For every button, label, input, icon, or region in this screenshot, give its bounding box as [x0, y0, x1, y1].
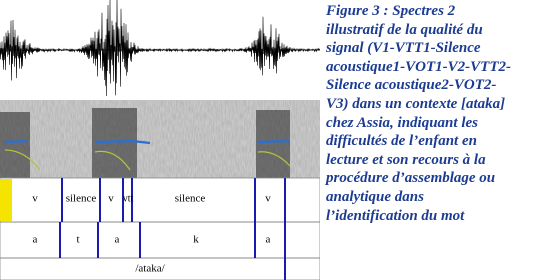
tier-label: a [266, 234, 271, 246]
page: v silence v vtt silence v a t a k a /ata… [0, 0, 546, 280]
tier-label: vtt [123, 193, 134, 204]
tier-label: v [108, 193, 114, 205]
tier-label: v [265, 193, 271, 205]
caption-line: l’identification du mot [326, 207, 546, 226]
selection [0, 179, 12, 221]
caption-line: analytique dans [326, 188, 546, 207]
caption-line: procédure d’assemblage ou [326, 169, 546, 188]
tier-label: silence [175, 193, 206, 205]
tier-label: a [115, 234, 120, 246]
caption-line: signal (V1-VTT1-Silence [326, 39, 546, 58]
caption-line: difficultés de l’enfant en [326, 132, 546, 151]
caption-line: Silence acoustique2-VOT2- [326, 76, 546, 95]
tier-label: t [76, 234, 79, 246]
spectrogram-band [0, 112, 30, 178]
tier-label: /ataka/ [135, 263, 165, 275]
praat-figure: v silence v vtt silence v a t a k a /ata… [0, 0, 320, 280]
tier-label: v [32, 193, 38, 205]
tier-label: k [193, 234, 199, 246]
caption-line: chez Assia, indiquant les [326, 114, 546, 133]
caption-line: acoustique1-VOT1-V2-VTT2- [326, 58, 546, 77]
caption-line: lecture et son recours à la [326, 151, 546, 170]
caption-line: V3) dans un contexte [ataka] [326, 95, 546, 114]
caption-line: Figure 3 : Spectres 2 [326, 2, 546, 21]
tier-label: a [33, 234, 38, 246]
spectrogram-band [92, 108, 137, 178]
spectrogram-band [256, 110, 290, 178]
caption-line: illustratif de la qualité du [326, 21, 546, 40]
tier-label: silence [66, 193, 97, 205]
